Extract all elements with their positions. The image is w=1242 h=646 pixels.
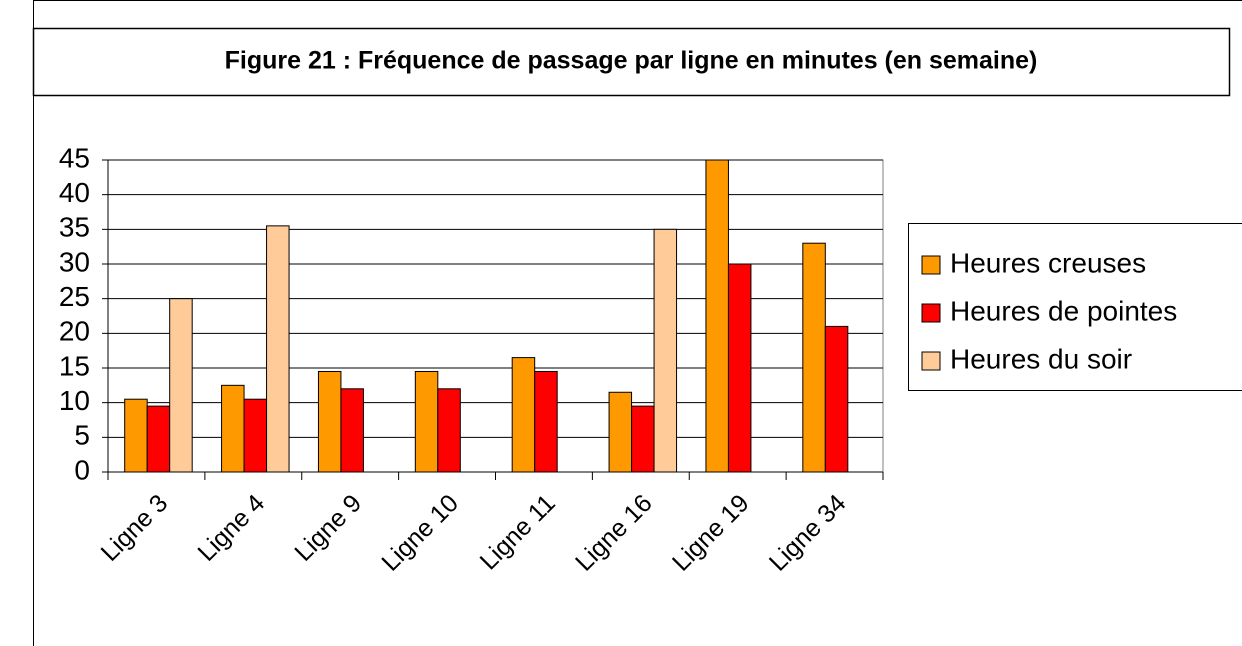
legend-label: Heures creuses	[950, 247, 1146, 278]
legend-box	[908, 223, 1242, 391]
x-tick-label: Ligne 3	[96, 489, 174, 567]
legend-label: Heures de pointes	[950, 295, 1177, 326]
bar	[414, 370, 439, 473]
y-tick-label: 5	[74, 420, 90, 451]
bar	[317, 370, 342, 473]
legend-label: Heures du soir	[950, 343, 1132, 374]
x-tick-label: Ligne 9	[289, 489, 367, 567]
y-tick-label: 20	[59, 316, 90, 347]
bar	[266, 225, 290, 473]
bar	[631, 405, 655, 473]
bar	[340, 388, 364, 473]
x-tick-label: Ligne 11	[475, 489, 561, 575]
y-tick-label: 45	[59, 142, 90, 173]
bar	[124, 398, 148, 473]
chart-title: Figure 21 : Fréquence de passage par lig…	[225, 47, 1038, 75]
y-tick-label: 10	[59, 385, 90, 416]
bar	[705, 159, 729, 473]
bar	[511, 357, 536, 473]
bar	[653, 228, 678, 473]
y-tick-label: 30	[59, 246, 90, 277]
bar	[802, 242, 826, 473]
x-tick-label: Ligne 19	[667, 489, 755, 577]
y-tick-label: 40	[59, 177, 90, 208]
y-tick-label: 35	[59, 212, 90, 243]
legend-swatch	[921, 351, 941, 371]
x-tick-label: Ligne 10	[376, 489, 464, 577]
bar	[727, 263, 752, 473]
y-tick-label: 15	[59, 350, 90, 381]
legend-swatch	[921, 255, 941, 275]
bar	[608, 391, 633, 473]
bar	[243, 398, 268, 473]
x-tick-label: Ligne 34	[764, 489, 852, 577]
y-tick-label: 25	[59, 281, 90, 312]
x-tick-label: Ligne 16	[570, 489, 658, 577]
bar	[534, 370, 558, 473]
title-box	[32, 27, 1231, 97]
y-tick-label: 0	[74, 454, 90, 485]
bar	[437, 388, 461, 473]
bar	[824, 325, 849, 473]
bar	[221, 384, 245, 473]
bar	[169, 298, 193, 473]
outer-frame	[33, 0, 1242, 646]
x-tick-label: Ligne 4	[192, 489, 270, 567]
legend-swatch	[921, 303, 941, 323]
bar	[146, 405, 171, 473]
